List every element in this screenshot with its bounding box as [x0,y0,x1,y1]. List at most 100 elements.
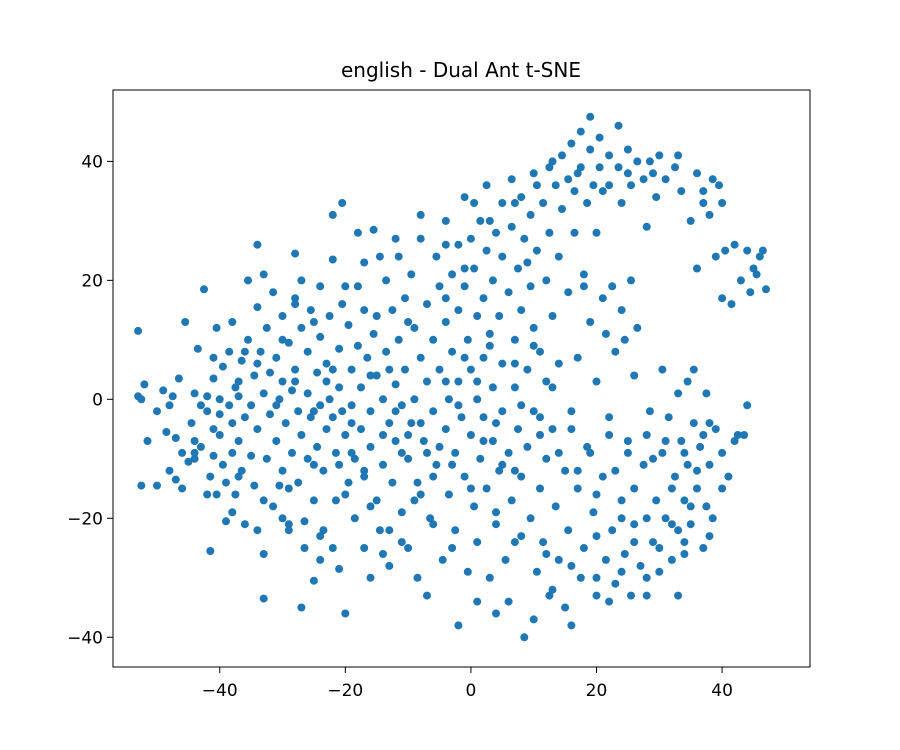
scatter-point [319,526,328,535]
scatter-point [404,318,413,326]
scatter-point [391,407,400,416]
scatter-point [190,437,199,445]
scatter-point [686,216,695,225]
scatter-point [303,454,312,463]
scatter-point [611,347,620,356]
scatter-point [153,407,161,416]
scatter-point [561,466,570,475]
scatter-point [460,353,469,362]
scatter-point [401,294,409,303]
scatter-point [454,377,463,386]
scatter-point [743,246,752,255]
scatter-point [639,460,648,469]
scatter-point [441,377,450,386]
scatter-point [225,347,234,356]
scatter-point [391,234,400,243]
scatter-point [485,216,494,225]
scatter-point [360,258,369,267]
scatter-point [460,264,469,273]
scatter-point [545,591,554,600]
scatter-point [165,466,174,475]
scatter-point [316,555,325,564]
y-axis: −40 −20 0 20 40 [67,152,113,648]
scatter-point [369,225,378,234]
scatter-point [410,323,419,332]
scatter-point [539,538,548,547]
scatter-point [300,517,309,526]
scatter-point [316,282,325,291]
scatter-point [297,603,306,612]
scatter-point [667,520,676,529]
y-tick-label: 20 [81,271,103,291]
scatter-point [605,597,614,606]
scatter-point [642,222,651,231]
scatter-point [476,454,485,463]
scatter-point [699,544,708,552]
scatter-point [266,410,274,419]
scatter-point [278,466,287,475]
scatter-point [206,472,215,481]
scatter-point [548,312,557,320]
scatter-point [379,460,387,469]
scatter-point [426,514,435,523]
scatter-point [586,448,595,457]
scatter-point [212,323,221,332]
scatter-point [288,386,296,395]
scatter-point [529,407,538,416]
scatter-point [473,538,482,547]
scatter-point [259,550,268,558]
scatter-point [460,472,469,481]
scatter-point [423,377,431,386]
scatter-point [200,285,208,294]
scatter-point [755,252,764,261]
scatter-point [683,460,692,469]
scatter-point [507,496,516,505]
scatter-point [375,526,384,535]
scatter-point [397,538,406,547]
scatter-point [463,335,472,344]
scatter-point [272,437,281,445]
scatter-point [463,567,472,576]
scatter-point [137,481,146,490]
scatter-point [284,520,293,529]
scatter-point [171,475,180,484]
scatter-point [570,187,579,196]
scatter-point [253,303,262,312]
scatter-point [331,496,340,505]
scatter-point [711,252,720,261]
scatter-point [404,544,413,552]
scatter-point [736,276,745,285]
scatter-point [159,386,168,395]
scatter-point [369,329,378,338]
scatter-point [262,454,271,463]
scatter-point [275,481,284,490]
scatter-point [592,490,601,499]
scatter-point [313,442,322,451]
scatter-point [306,413,315,422]
scatter-point [319,466,328,475]
scatter-point [466,484,475,493]
scatter-point [548,157,557,166]
scatter-point [429,520,438,529]
scatter-point [278,377,287,386]
scatter-point [683,377,692,386]
scatter-point [153,481,161,490]
scatter-point [272,401,281,410]
scatter-point [708,514,717,523]
scatter-point [554,448,563,457]
scatter-point [702,502,711,511]
scatter-point [466,365,475,374]
scatter-point [466,431,475,439]
scatter-point [655,567,664,576]
scatter-point [143,437,152,445]
scatter-point [482,484,491,493]
scatter-point [134,326,143,335]
scatter-point [661,514,670,523]
x-tick-label: 0 [466,681,477,701]
scatter-point [623,448,632,457]
scatter-point [542,550,551,558]
scatter-point [536,484,544,493]
scatter-point [382,276,391,285]
scatter-point [545,163,554,172]
scatter-point [309,407,318,416]
